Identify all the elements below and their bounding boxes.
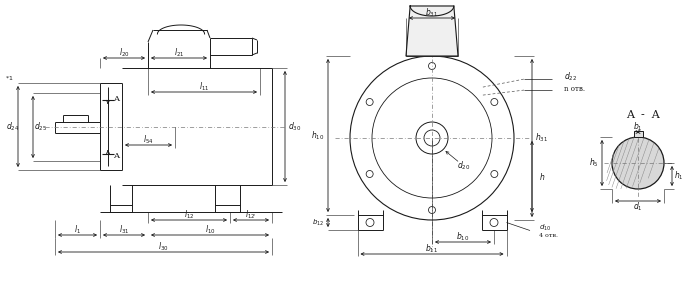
Text: $h_1$: $h_1$ [674,170,684,182]
Text: $h_{31}$: $h_{31}$ [536,132,549,144]
Text: $d_{10}$: $d_{10}$ [539,222,552,233]
Text: $d_{25}$: $d_{25}$ [34,121,48,133]
Text: $l_{30}$: $l_{30}$ [158,241,168,253]
Text: $d_1$: $d_1$ [633,201,643,213]
Text: $l_{11}$: $l_{11}$ [199,81,209,93]
Text: $l_{10}$: $l_{10}$ [204,224,216,236]
Text: $l_{21}$: $l_{21}$ [174,47,184,59]
Text: $l_{12'}$: $l_{12'}$ [245,209,257,221]
Text: $l_{31}$: $l_{31}$ [119,224,130,236]
Text: $b_{10}$: $b_{10}$ [456,231,470,243]
Text: $l_{54}$: $l_{54}$ [143,134,153,146]
Text: $b_{31}$: $b_{31}$ [426,7,439,19]
Text: $l_{12}$: $l_{12}$ [184,209,194,221]
Text: $l_1$: $l_1$ [74,224,80,236]
Polygon shape [406,6,458,56]
Text: A: A [113,95,119,103]
Text: $d_{22}$: $d_{22}$ [564,71,577,83]
Text: 4 отв.: 4 отв. [539,233,558,238]
Text: $*1$: $*1$ [5,74,13,82]
Text: $h_{10}$: $h_{10}$ [312,129,325,142]
Circle shape [612,137,664,189]
Text: n отв.: n отв. [564,85,585,93]
Text: $d_{24}$: $d_{24}$ [6,121,20,133]
Bar [634,131,643,137]
Text: $l_{20}$: $l_{20}$ [119,47,130,59]
Text: $d_{30}$: $d_{30}$ [288,121,302,133]
Text: A  -  A: A - A [626,110,660,120]
Text: $b_{12}$: $b_{12}$ [312,217,324,228]
Text: $h_5$: $h_5$ [589,157,599,169]
Text: A: A [113,152,119,160]
Text: $b_{11}$: $b_{11}$ [426,243,439,255]
Text: $h$: $h$ [539,171,545,182]
Text: $d_{20}$: $d_{20}$ [457,160,470,172]
Text: $b_1$: $b_1$ [633,121,643,133]
